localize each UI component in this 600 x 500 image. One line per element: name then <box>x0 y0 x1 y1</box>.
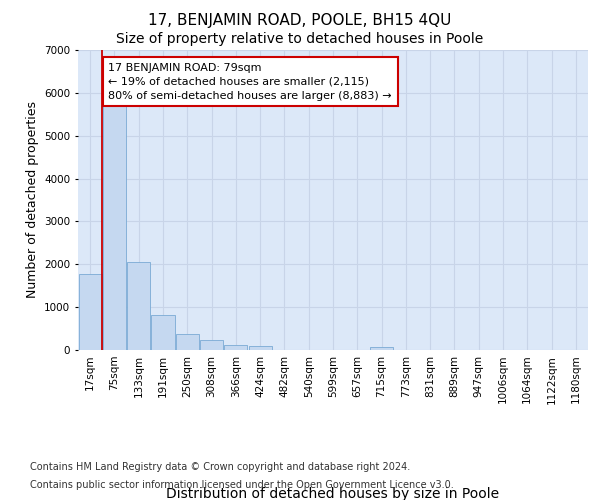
Text: 17 BENJAMIN ROAD: 79sqm
← 19% of detached houses are smaller (2,115)
80% of semi: 17 BENJAMIN ROAD: 79sqm ← 19% of detache… <box>109 63 392 101</box>
Text: Contains public sector information licensed under the Open Government Licence v3: Contains public sector information licen… <box>30 480 454 490</box>
X-axis label: Distribution of detached houses by size in Poole: Distribution of detached houses by size … <box>166 487 500 500</box>
Bar <box>176 334 199 350</box>
Bar <box>370 346 393 350</box>
Text: Size of property relative to detached houses in Poole: Size of property relative to detached ho… <box>116 32 484 46</box>
Bar <box>127 262 150 350</box>
Text: 17, BENJAMIN ROAD, POOLE, BH15 4QU: 17, BENJAMIN ROAD, POOLE, BH15 4QU <box>148 12 452 28</box>
Bar <box>151 316 175 350</box>
Bar <box>79 274 101 350</box>
Bar <box>103 102 126 350</box>
Text: Contains HM Land Registry data © Crown copyright and database right 2024.: Contains HM Land Registry data © Crown c… <box>30 462 410 472</box>
Bar <box>200 340 223 350</box>
Bar <box>224 345 247 350</box>
Bar <box>248 346 272 350</box>
Y-axis label: Number of detached properties: Number of detached properties <box>26 102 38 298</box>
